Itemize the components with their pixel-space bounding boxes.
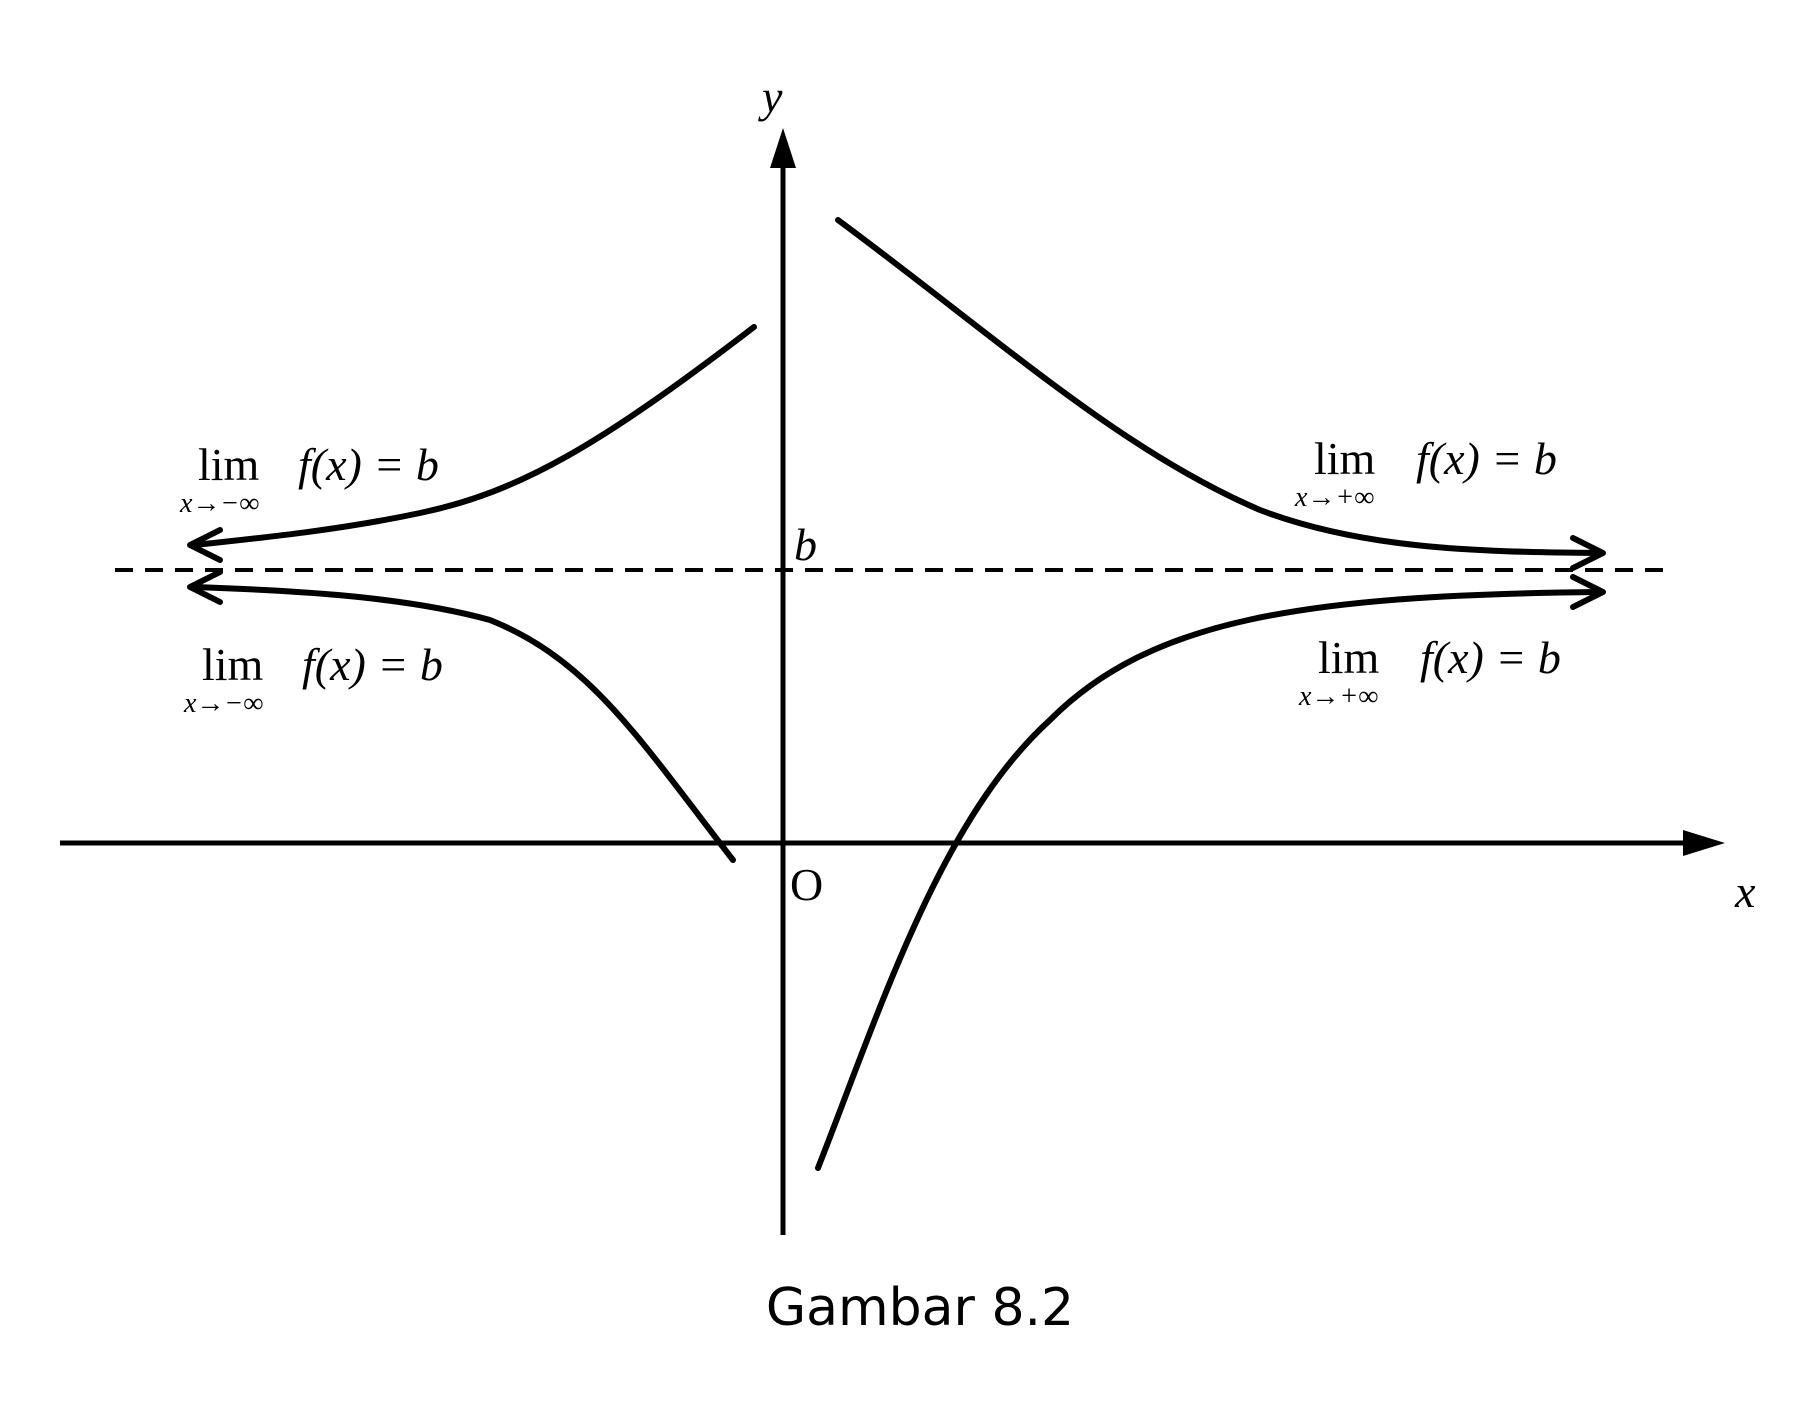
upper-right-arrow [1570, 535, 1606, 571]
limit-label-lower-right: lim x→+∞ f(x) = b [1298, 632, 1561, 712]
x-axis-label: x [1734, 866, 1756, 917]
svg-text:x→+∞: x→+∞ [1298, 681, 1378, 712]
y-axis-arrow [770, 128, 796, 168]
svg-text:lim: lim [198, 439, 260, 490]
limit-label-upper-left: lim x→−∞ f(x) = b [179, 439, 439, 519]
x-axis-arrow [1683, 830, 1725, 856]
svg-text:f(x) = b: f(x) = b [1420, 632, 1561, 683]
limit-label-lower-left: lim x→−∞ f(x) = b [183, 639, 443, 719]
lower-left-arrow [187, 569, 223, 605]
figure-caption: Gambar 8.2 [766, 1278, 1074, 1338]
origin-label: O [790, 859, 823, 910]
svg-text:f(x) = b: f(x) = b [302, 639, 443, 690]
svg-text:lim: lim [1318, 632, 1380, 683]
lower-right-curve [815, 589, 1603, 1171]
svg-text:lim: lim [202, 639, 264, 690]
lower-left-curve [192, 584, 736, 863]
svg-text:x→−∞: x→−∞ [183, 688, 263, 719]
asymptote-label: b [794, 519, 817, 570]
svg-text:lim: lim [1314, 433, 1376, 484]
y-axis-label: y [758, 71, 783, 122]
svg-text:f(x) = b: f(x) = b [1416, 433, 1557, 484]
svg-text:x→+∞: x→+∞ [1294, 482, 1374, 513]
upper-right-curve [835, 217, 1603, 556]
svg-text:x→−∞: x→−∞ [179, 488, 259, 519]
limit-label-upper-right: lim x→+∞ f(x) = b [1294, 433, 1557, 513]
lower-right-arrow [1570, 574, 1606, 610]
upper-left-curve [192, 324, 757, 548]
svg-text:f(x) = b: f(x) = b [298, 439, 439, 490]
upper-left-arrow [187, 527, 223, 563]
